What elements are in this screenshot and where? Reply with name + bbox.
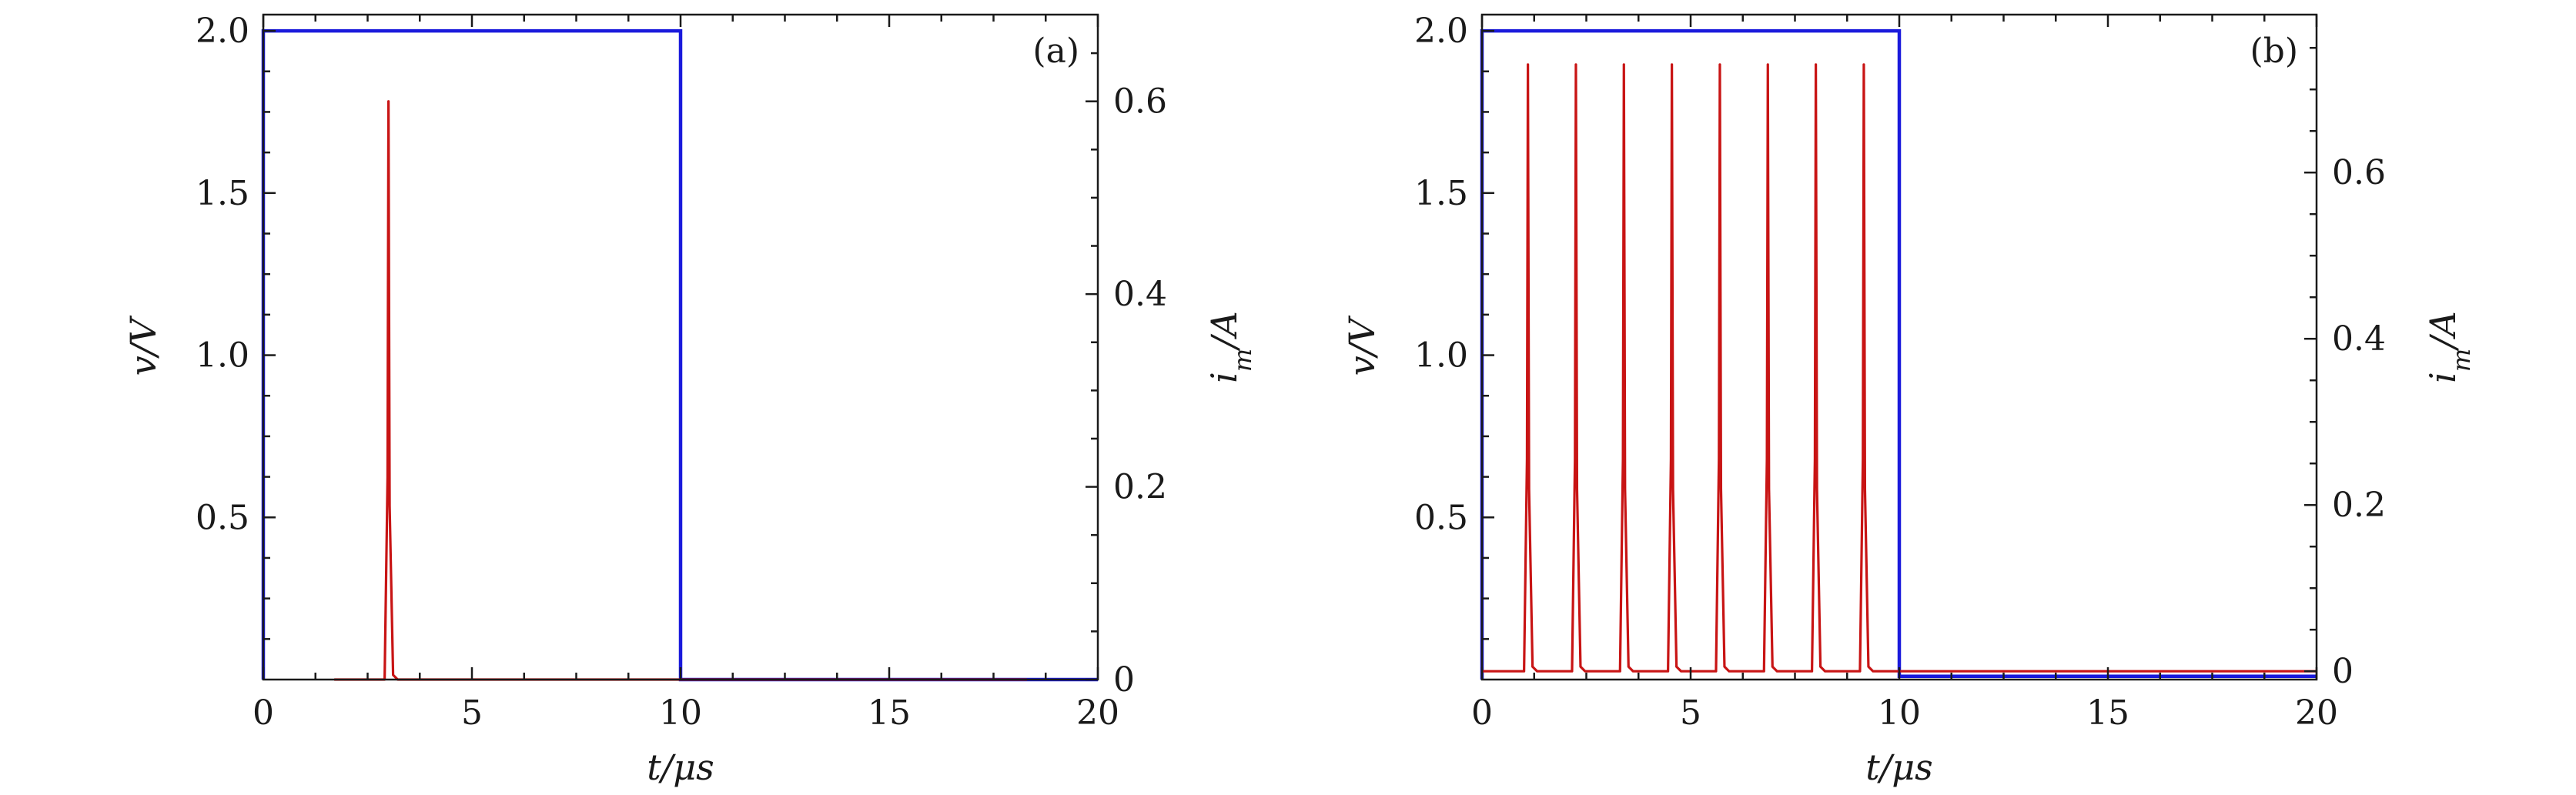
x-tick-label: 10 (1878, 693, 1921, 733)
y-right-tick-label: 0.6 (2332, 153, 2386, 192)
x-tick-label: 15 (2086, 693, 2129, 733)
current-spike-line (1482, 63, 2317, 673)
x-tick-label: 10 (659, 693, 702, 733)
y-left-axis-label: v/V (1341, 315, 1383, 376)
x-tick-label: 0 (1471, 693, 1493, 733)
y-right-tick-label: 0 (1113, 660, 1135, 700)
y-left-tick-label: 0.5 (1414, 498, 1468, 537)
axis-label-subscript: m (2447, 349, 2476, 372)
y-right-tick-label: 0 (2332, 652, 2354, 691)
axis-label-unit: /A (1203, 311, 1245, 352)
voltage-step-line (1480, 28, 2317, 680)
axis-label-subscript: m (1228, 349, 1257, 372)
x-axis-label: t/μs (1865, 747, 1933, 788)
y-left-tick-label: 1.5 (196, 174, 249, 213)
x-tick-label: 5 (1680, 693, 1701, 733)
y-left-tick-label: 0.5 (196, 498, 249, 537)
y-right-tick-label: 0.6 (1113, 82, 1167, 122)
axis-label-unit: /A (2422, 311, 2464, 352)
x-axis-label: t/μs (647, 747, 714, 788)
x-tick-label: 5 (461, 693, 483, 733)
axis-label-base: i (2422, 372, 2464, 383)
panel-label: (b) (2250, 32, 2299, 71)
y-left-tick-label: 1.5 (1414, 174, 1468, 213)
x-tick-label: 0 (253, 693, 274, 733)
y-right-axis-label: im/A (2422, 311, 2476, 383)
y-right-axis-label: im/A (1203, 311, 1257, 383)
y-left-tick-label: 1.0 (196, 336, 249, 376)
x-tick-label: 20 (1076, 693, 1119, 733)
x-tick-label: 20 (2295, 693, 2338, 733)
y-right-tick-label: 0.4 (1113, 275, 1167, 314)
y-left-tick-label: 1.0 (1414, 336, 1468, 376)
y-left-axis-label: v/V (122, 315, 164, 376)
panel-b: 0 5 10 15 20 0.5 1.0 1.5 2.0 0 0.2 0.4 0.6 (b) t/μs v/V… (1341, 12, 2476, 788)
panel-label: (a) (1032, 32, 1079, 71)
y-right-tick-label: 0.4 (2332, 319, 2386, 359)
y-right-tick-label: 0.2 (2332, 486, 2386, 525)
y-left-tick-label: 2.0 (196, 12, 249, 51)
y-right-tick-label: 0.2 (1113, 468, 1167, 507)
panel-a: 0 5 10 15 20 0.5 1.0 1.5 2.0 0 0.2 0.4 0.6 (a) t/μs v/V… (122, 12, 1257, 788)
y-left-tick-label: 2.0 (1414, 12, 1468, 51)
axis-label-base: i (1203, 372, 1245, 383)
x-tick-label: 15 (868, 693, 911, 733)
